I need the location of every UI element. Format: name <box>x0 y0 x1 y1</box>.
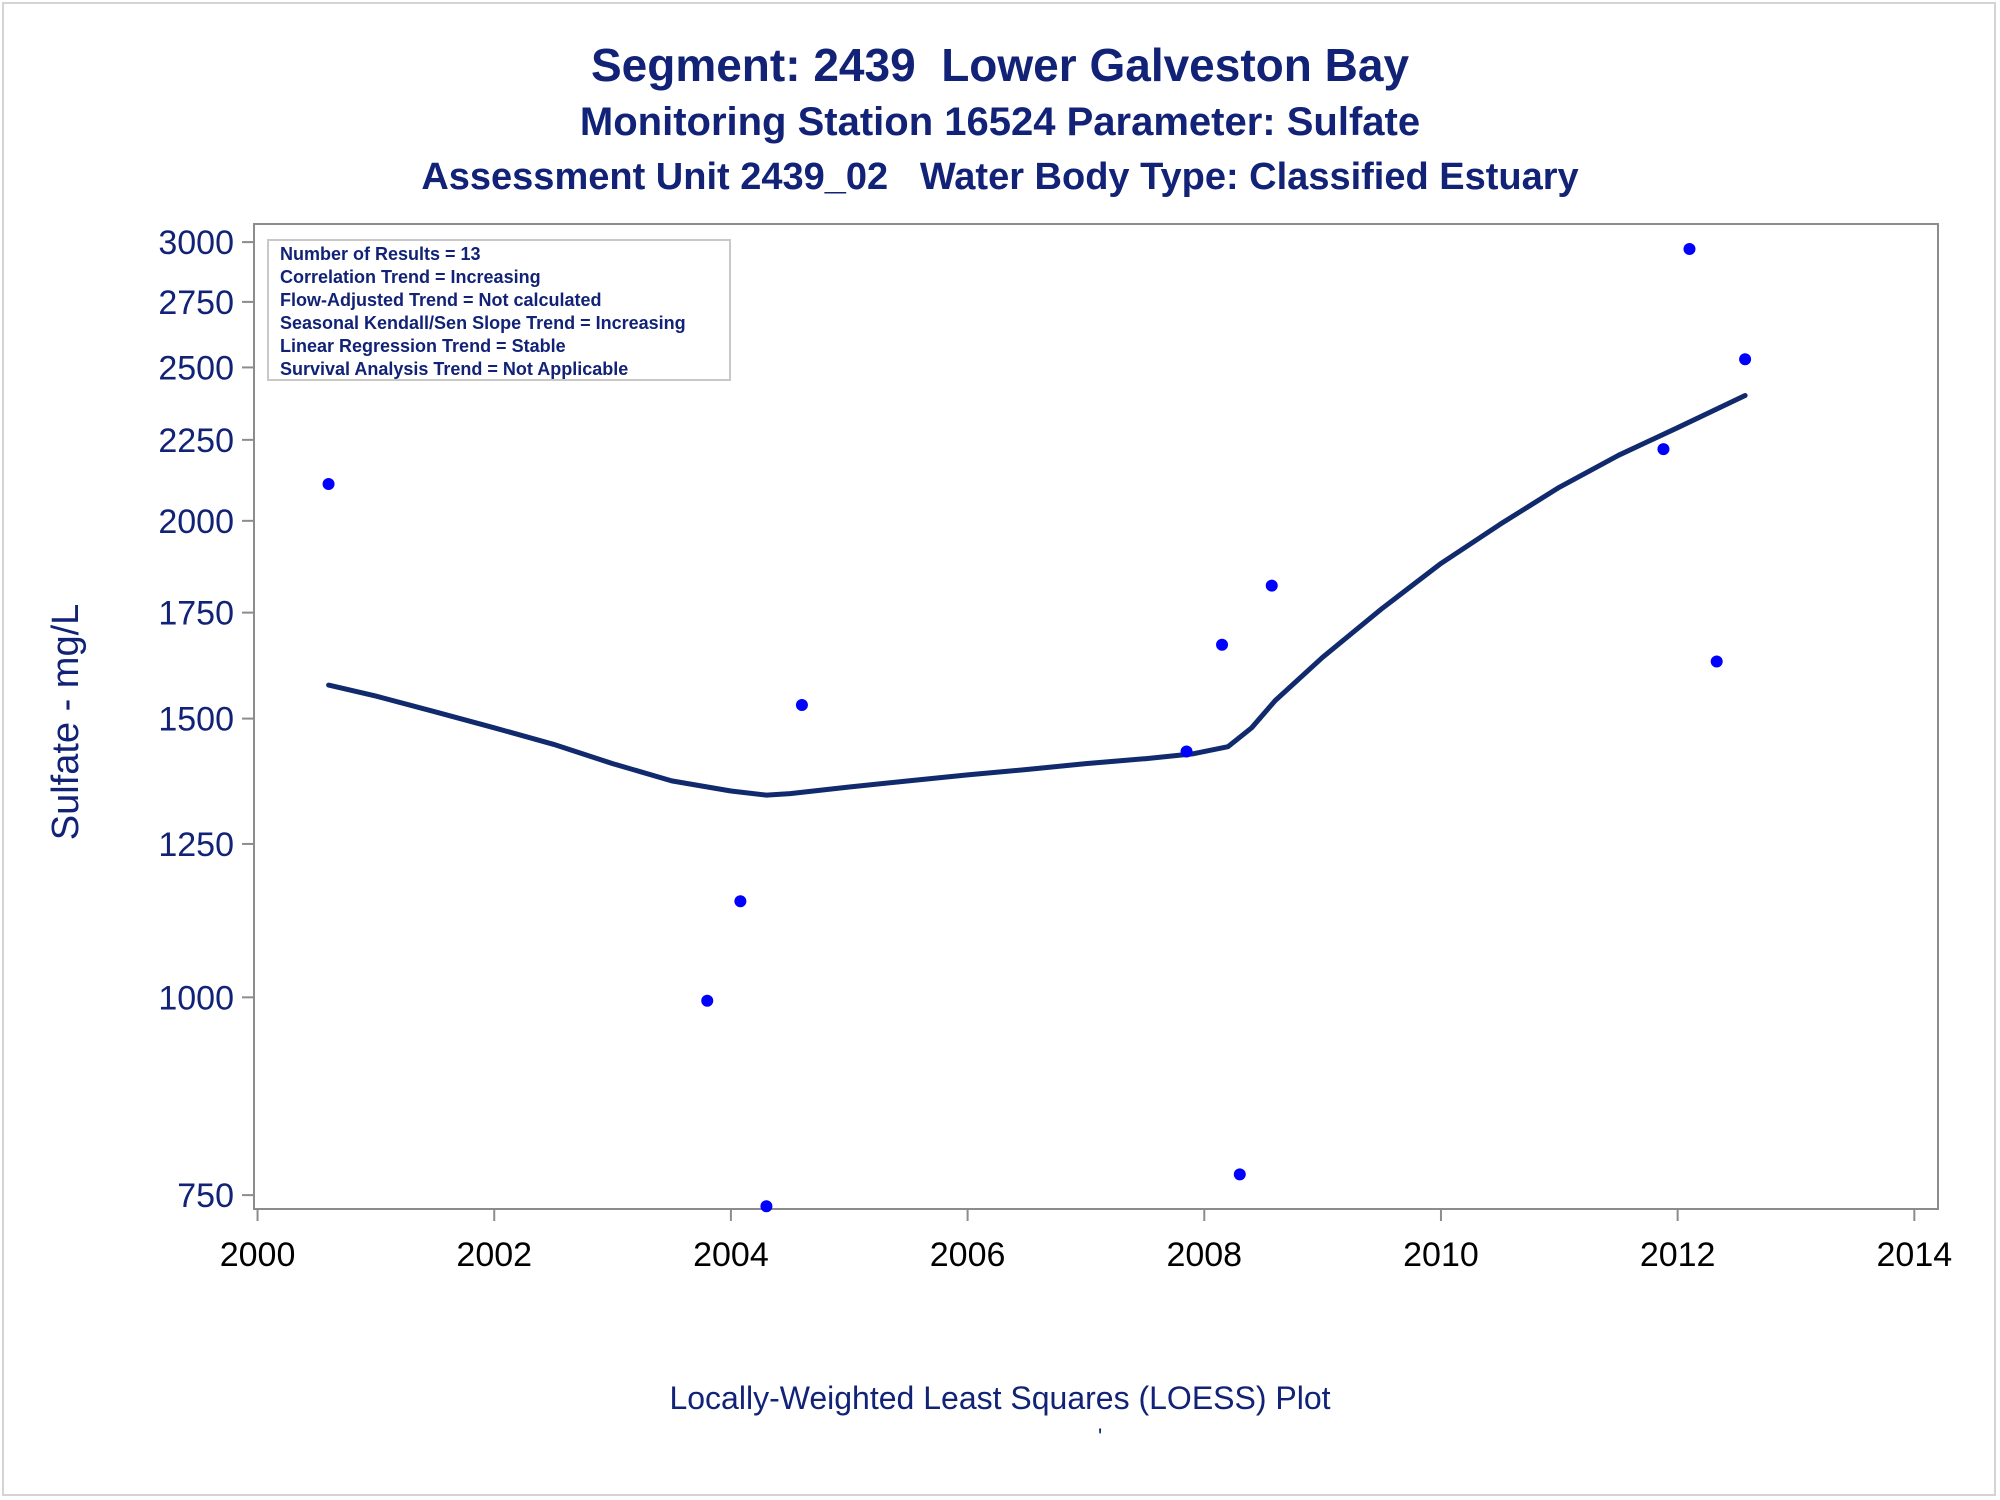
x-axis: 2000 2002 2004 2006 2008 2010 2012 2014 <box>220 1209 1952 1274</box>
data-point <box>1265 579 1278 592</box>
y-axis: 750 1000 1250 1500 1750 2000 2250 2500 2750 3000 <box>158 224 254 1215</box>
y-tick-label: 1000 <box>158 979 234 1017</box>
plot-area <box>253 223 1939 1210</box>
y-tick-label: 2750 <box>158 284 234 322</box>
chart-subtitle: Monitoring Station 16524 Parameter: Sulf… <box>579 100 1421 144</box>
data-point <box>1233 1168 1246 1181</box>
y-tick-label: 2000 <box>158 503 234 541</box>
stats-line: Survival Analysis Trend = Not Applicable <box>280 359 628 379</box>
footnote-mark: ' <box>1098 1424 1103 1449</box>
data-point <box>1216 638 1229 651</box>
x-tick-label: 2008 <box>1166 1236 1242 1274</box>
x-tick-label: 2014 <box>1877 1236 1953 1274</box>
data-point <box>1739 353 1752 366</box>
y-tick-label: 1250 <box>158 826 234 864</box>
x-tick-label: 2012 <box>1640 1236 1716 1274</box>
x-tick-label: 2000 <box>220 1236 296 1274</box>
stats-line: Number of Results = 13 <box>280 244 481 264</box>
y-tick-label: 1750 <box>158 595 234 633</box>
loess-plot-note: Locally-Weighted Least Squares (LOESS) P… <box>669 1380 1331 1416</box>
stats-box: Number of Results = 13 Correlation Trend… <box>267 239 731 381</box>
y-tick-label: 3000 <box>158 224 234 262</box>
loess-curve <box>326 393 1748 798</box>
chart-title: Segment: 2439 Lower Galveston Bay <box>590 39 1410 91</box>
stats-line: Linear Regression Trend = Stable <box>280 336 566 356</box>
y-axis-label: Sulfate - mg/L <box>45 604 87 841</box>
data-point <box>760 1200 773 1213</box>
x-tick-label: 2010 <box>1403 1236 1479 1274</box>
x-tick-label: 2006 <box>930 1236 1006 1274</box>
data-point <box>1710 655 1723 668</box>
stats-line: Correlation Trend = Increasing <box>280 267 541 287</box>
stats-line: Seasonal Kendall/Sen Slope Trend = Incre… <box>280 313 686 333</box>
data-point <box>701 994 714 1007</box>
chart-subtitle-secondary: Assessment Unit 2439_02 Water Body Type:… <box>421 156 1579 198</box>
y-tick-label: 750 <box>177 1177 234 1215</box>
x-tick-label: 2002 <box>456 1236 532 1274</box>
series-layer <box>322 243 1752 1213</box>
y-tick-label: 2250 <box>158 422 234 460</box>
data-point <box>1180 745 1193 758</box>
data-point <box>795 698 808 711</box>
data-point <box>1683 243 1696 256</box>
x-tick-label: 2004 <box>693 1236 769 1274</box>
data-point <box>734 895 747 908</box>
stats-box-border <box>267 239 731 381</box>
stats-line: Flow-Adjusted Trend = Not calculated <box>280 290 602 310</box>
y-tick-label: 1500 <box>158 701 234 739</box>
data-point <box>322 478 335 491</box>
data-point <box>1657 443 1670 456</box>
y-tick-label: 2500 <box>158 349 234 387</box>
